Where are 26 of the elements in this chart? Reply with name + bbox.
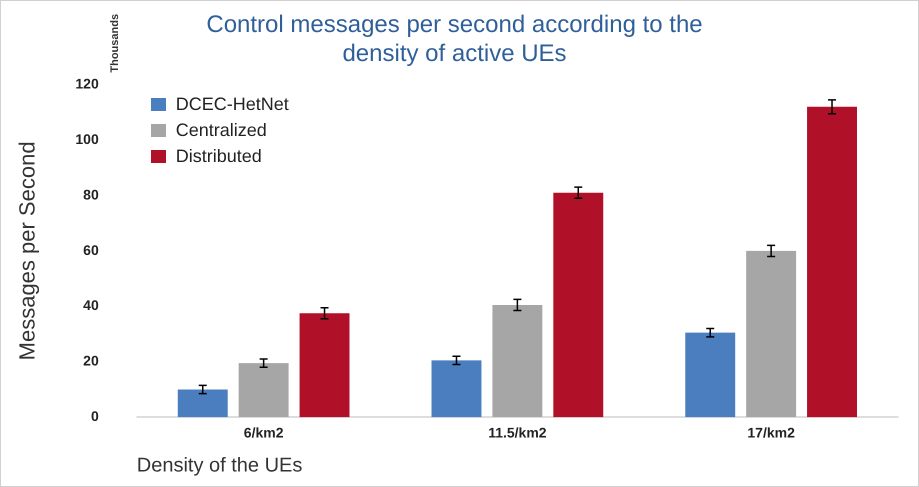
bar: [807, 106, 857, 418]
legend-label: DCEC-HetNet: [176, 94, 289, 114]
legend-label: Distributed: [176, 146, 262, 166]
legend-label: Centralized: [176, 120, 267, 140]
bar: [178, 389, 228, 418]
bar: [300, 313, 350, 418]
text: Thousands: [108, 14, 121, 73]
y-tick-label: 20: [83, 352, 99, 369]
chart-title: Control messages per second according to the density of active UEs: [206, 11, 703, 67]
x-tick-label: 6/km2: [244, 424, 284, 440]
y-tick-label: 60: [83, 242, 99, 258]
y-tick-label: 40: [83, 297, 99, 314]
y-tick-label: 80: [83, 186, 99, 202]
bar: [746, 250, 796, 418]
bar: [492, 304, 542, 418]
x-tick-label: 17/km2: [747, 424, 796, 440]
x-tick-label: 11.5/km2: [488, 424, 547, 440]
bar: [685, 332, 736, 418]
y-tick-label: 100: [75, 130, 99, 147]
bar: [238, 363, 289, 418]
x-axis-title: Density of the UEs: [136, 454, 302, 477]
bar: [432, 360, 482, 418]
y-axis-title: Messages per Second: [14, 141, 40, 360]
bar: [553, 192, 604, 418]
y-tick-label: 0: [90, 408, 99, 424]
y-tick-label: 120: [75, 75, 99, 92]
